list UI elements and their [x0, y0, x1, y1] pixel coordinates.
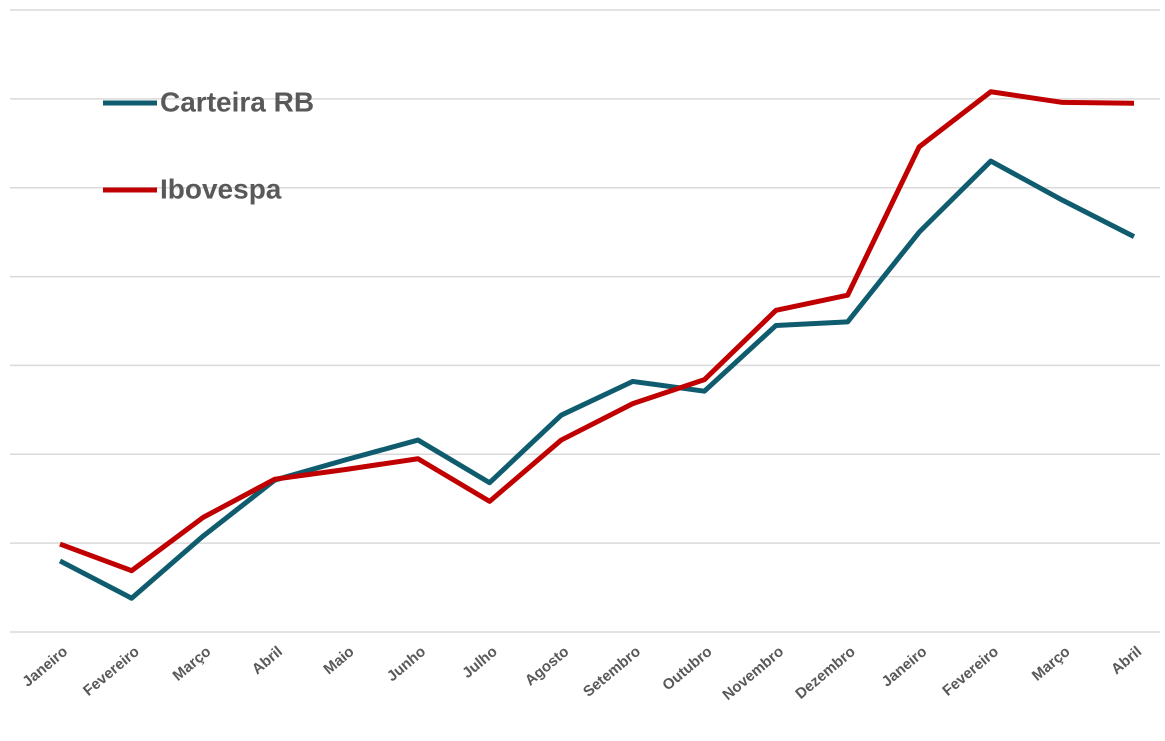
series-line [58, 158, 1136, 601]
legend-label: Ibovespa [160, 173, 282, 204]
x-tick-label: Janeiro [19, 643, 71, 690]
x-tick-label: Abril [249, 643, 286, 678]
x-tick-label: Abril [1108, 643, 1145, 678]
x-tick-label: Fevereiro [939, 643, 1002, 699]
x-tick-label: Setembro [580, 643, 644, 700]
x-tick-label: Março [170, 643, 215, 684]
series-line [59, 89, 1135, 574]
x-tick-label: Dezembro [792, 643, 858, 703]
x-tick-label: Junho [384, 643, 429, 685]
x-tick-label: Novembro [719, 643, 787, 704]
x-tick-label: Maio [320, 643, 357, 678]
x-tick-label: Janeiro [879, 643, 931, 690]
x-tick-label: Julho [459, 643, 501, 682]
x-tick-label: Fevereiro [80, 643, 143, 699]
x-tick-label: Outubro [659, 643, 715, 694]
legend-label: Carteira RB [160, 86, 314, 117]
x-tick-label: Agosto [522, 643, 573, 689]
x-tick-label: Março [1029, 643, 1074, 684]
